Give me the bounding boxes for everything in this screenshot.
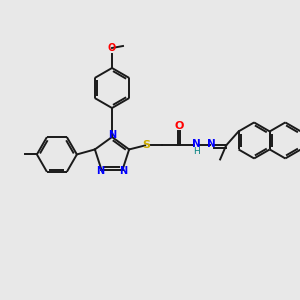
Text: O: O	[108, 43, 116, 53]
Text: N: N	[119, 166, 128, 176]
Text: N: N	[108, 130, 116, 140]
Text: N: N	[96, 166, 104, 176]
Text: O: O	[174, 122, 184, 131]
Text: H: H	[193, 147, 200, 156]
Text: N: N	[192, 140, 200, 149]
Text: S: S	[142, 140, 150, 150]
Text: N: N	[207, 140, 215, 149]
